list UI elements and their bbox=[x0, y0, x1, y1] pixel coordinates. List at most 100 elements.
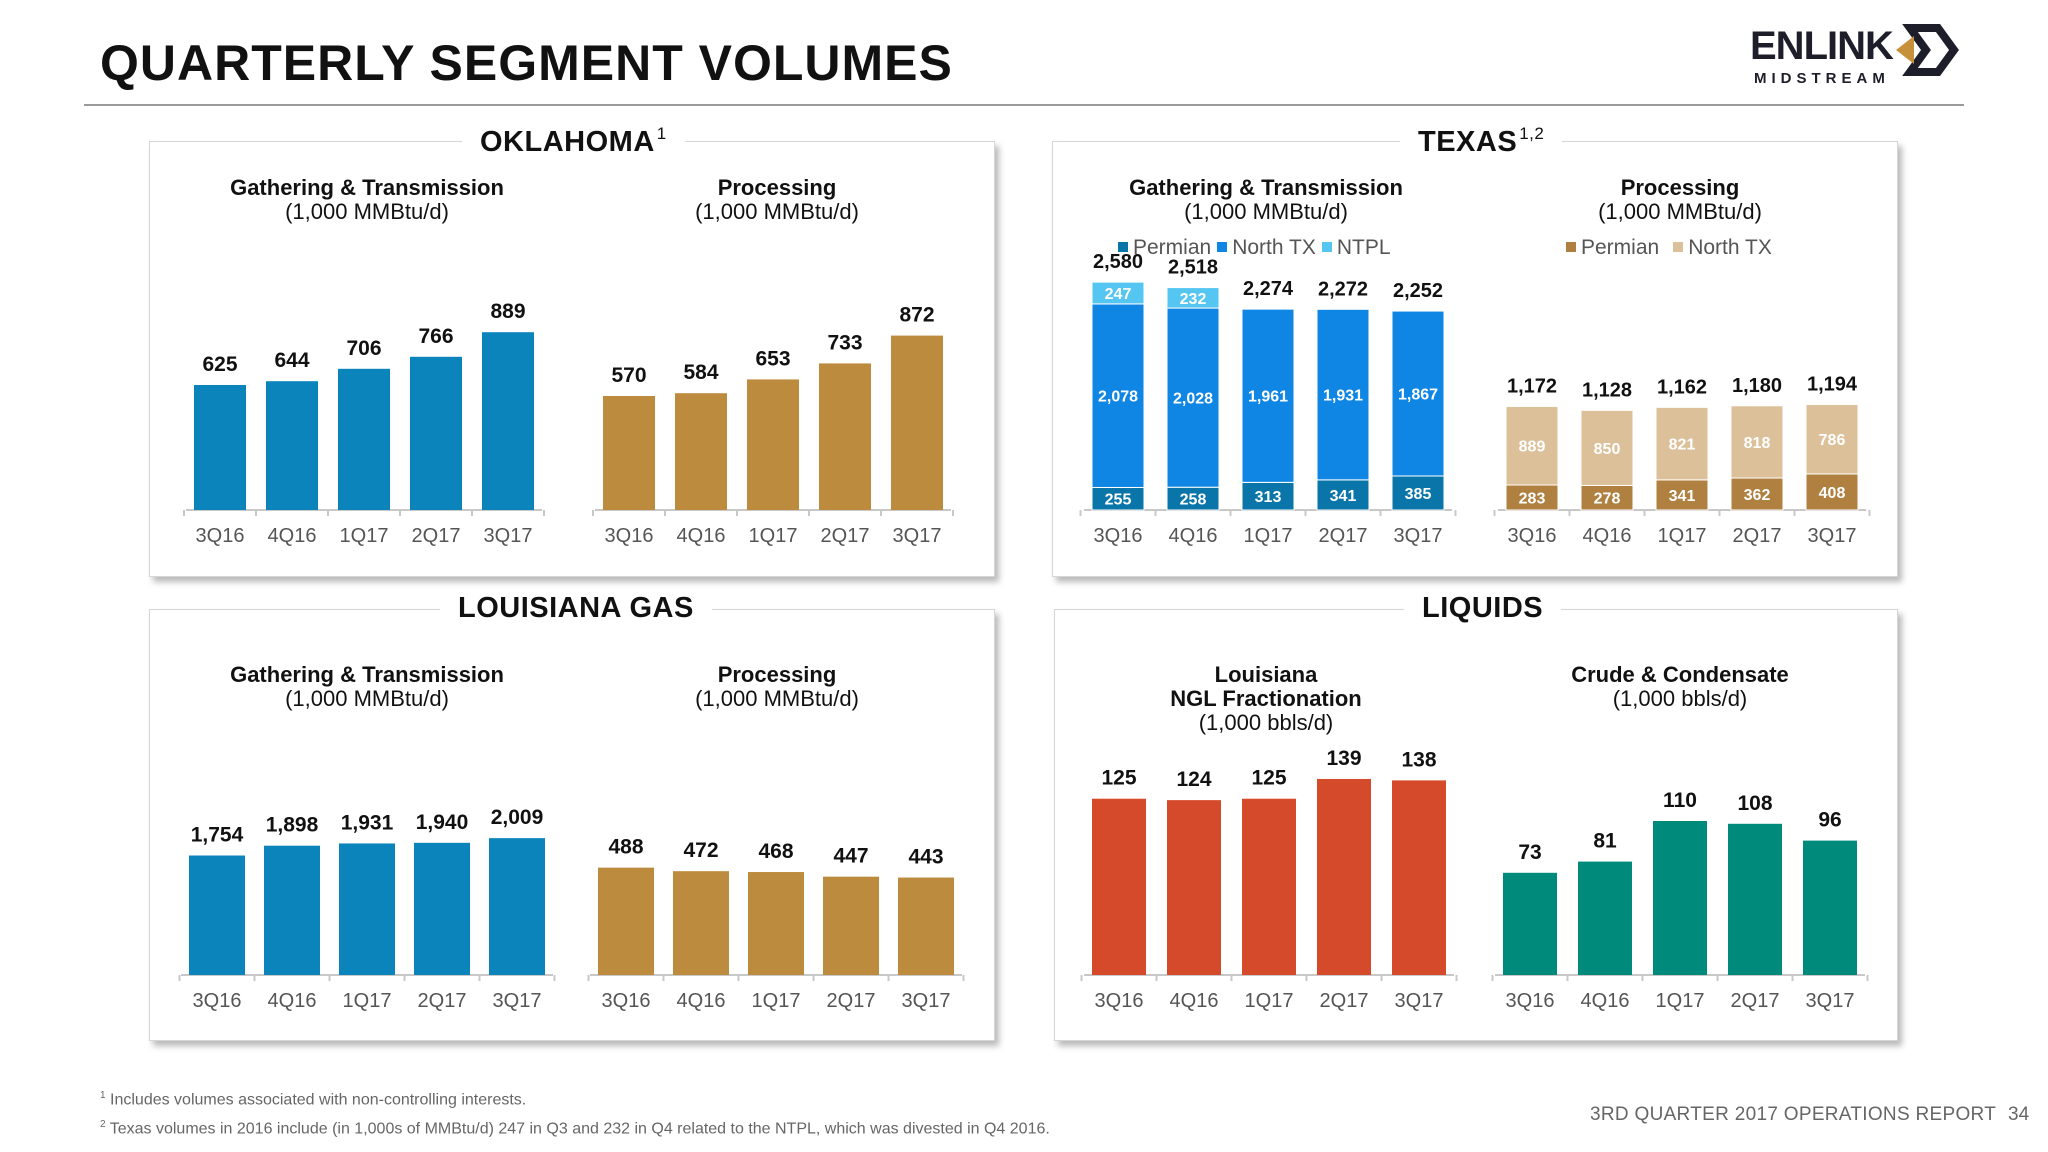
bar-data-label: 570 bbox=[611, 364, 646, 387]
bar bbox=[673, 871, 729, 975]
x-tick-label: 1Q17 bbox=[749, 525, 798, 547]
tx-gt-heading-unit: (1,000 MMBtu/d) bbox=[1184, 199, 1348, 224]
bar-data-label: 138 bbox=[1401, 748, 1436, 771]
legend-item-proc-permian: Permian bbox=[1566, 236, 1659, 260]
x-tick-label: 2Q17 bbox=[412, 525, 461, 547]
tx-proc-heading: Processing (1,000 MMBtu/d) bbox=[1530, 176, 1830, 224]
texas-title: TEXAS 1,2 bbox=[1400, 124, 1563, 159]
title-divider bbox=[84, 104, 1964, 106]
x-tick-label: 3Q17 bbox=[1806, 990, 1855, 1012]
tx-gt-heading-title: Gathering & Transmission bbox=[1129, 175, 1403, 200]
tx-gt-legend: Permian North TX NTPL bbox=[1118, 236, 1397, 260]
total-data-label: 1,162 bbox=[1657, 376, 1707, 398]
legend-item-north-tx: North TX bbox=[1217, 236, 1316, 260]
bar-segment-permian bbox=[1655, 479, 1709, 511]
bar-segment-north-tx bbox=[1505, 405, 1559, 486]
oklahoma-footnote-mark: 1 bbox=[656, 124, 667, 143]
bar-segment-north-tx bbox=[1091, 303, 1145, 488]
tx-gt-heading: Gathering & Transmission (1,000 MMBtu/d) bbox=[1116, 176, 1416, 224]
bar bbox=[414, 842, 470, 975]
bar-segment-permian bbox=[1316, 479, 1370, 511]
x-tick-label: 4Q16 bbox=[268, 525, 317, 547]
x-tick-label: 3Q17 bbox=[902, 990, 951, 1012]
x-tick-label: 2Q17 bbox=[418, 990, 467, 1012]
legend-swatch-north-tx bbox=[1217, 242, 1228, 252]
segment-data-label: 341 bbox=[1669, 488, 1696, 505]
segment-data-label: 232 bbox=[1180, 291, 1207, 308]
x-tick-label: 3Q16 bbox=[1095, 990, 1144, 1012]
liq-crude-heading-unit: (1,000 bbls/d) bbox=[1612, 686, 1748, 711]
x-tick-label: 3Q16 bbox=[602, 990, 651, 1012]
la-proc-chart: 3Q16 488 4Q16 472 1Q17 468 2Q17 447 3Q17 443 bbox=[587, 836, 965, 1012]
x-tick-label: 1Q17 bbox=[752, 990, 801, 1012]
x-tick-label: 4Q16 bbox=[268, 990, 317, 1012]
x-tick-label: 3Q17 bbox=[484, 525, 533, 547]
bar bbox=[748, 872, 804, 975]
total-data-label: 2,252 bbox=[1393, 280, 1443, 302]
legend-label-proc-north-tx: North TX bbox=[1688, 236, 1772, 259]
liq-ngl-heading-unit: (1,000 bbls/d) bbox=[1198, 710, 1334, 735]
segment-data-label: 247 bbox=[1105, 286, 1132, 303]
segment-data-label: 889 bbox=[1519, 439, 1546, 456]
footnote-2-mark: 2 bbox=[100, 1119, 106, 1131]
x-tick-label: 2Q17 bbox=[1733, 525, 1782, 547]
x-tick-label: 3Q16 bbox=[196, 525, 245, 547]
bar-data-label: 733 bbox=[827, 331, 862, 354]
bar-data-label: 488 bbox=[608, 836, 643, 859]
bar-data-label: 125 bbox=[1101, 767, 1136, 790]
bar bbox=[898, 877, 954, 975]
segment-data-label: 1,867 bbox=[1398, 387, 1438, 404]
bar-data-label: 653 bbox=[755, 347, 790, 370]
bar-data-label: 110 bbox=[1663, 789, 1697, 812]
footnote-2: 2 Texas volumes in 2016 include (in 1,00… bbox=[100, 1112, 1050, 1141]
total-data-label: 2,580 bbox=[1093, 251, 1143, 273]
bar bbox=[1167, 800, 1221, 975]
bar bbox=[819, 363, 871, 510]
x-tick-label: 4Q16 bbox=[677, 990, 726, 1012]
bar bbox=[823, 876, 879, 975]
footnote-1-mark: 1 bbox=[100, 1090, 106, 1101]
footnotes: 1 Includes volumes associated with non-c… bbox=[100, 1083, 1050, 1142]
bar bbox=[266, 381, 318, 510]
total-data-label: 1,128 bbox=[1582, 379, 1632, 401]
total-data-label: 1,172 bbox=[1507, 375, 1557, 397]
segment-data-label: 786 bbox=[1819, 432, 1846, 449]
segment-data-label: 283 bbox=[1519, 491, 1546, 508]
x-tick-label: 3Q17 bbox=[893, 525, 942, 547]
bar-segment-north-tx bbox=[1241, 308, 1295, 483]
legend-swatch-ntpl bbox=[1321, 242, 1332, 252]
ok-proc-heading-unit: (1,000 MMBtu/d) bbox=[695, 199, 859, 224]
liquids-title: LIQUIDS bbox=[1404, 592, 1562, 625]
liq-ngl-heading-title-1: Louisiana bbox=[1214, 662, 1318, 687]
bar-data-label: 108 bbox=[1737, 792, 1772, 815]
segment-data-label: 313 bbox=[1255, 489, 1282, 506]
total-data-label: 2,518 bbox=[1168, 257, 1218, 279]
x-tick-label: 4Q16 bbox=[1169, 525, 1218, 547]
segment-data-label: 821 bbox=[1669, 437, 1696, 454]
la-proc-heading-title: Processing bbox=[717, 662, 837, 687]
liq-crude-heading-title: Crude & Condensate bbox=[1571, 662, 1789, 687]
bar-data-label: 644 bbox=[274, 349, 309, 372]
bar-data-label: 124 bbox=[1176, 768, 1211, 791]
tx-proc-chart: 3Q16 283 889 1,172 4Q16 278 850 1,128 1Q17 341 821… bbox=[1493, 374, 1871, 547]
segment-data-label: 278 bbox=[1594, 491, 1621, 508]
bar bbox=[189, 855, 245, 975]
report-name: 3RD QUARTER 2017 OPERATIONS REPORT bbox=[1590, 1104, 1997, 1125]
bar-segment-north-tx bbox=[1166, 307, 1220, 488]
bar-segment-permian bbox=[1391, 475, 1445, 511]
x-tick-label: 2Q17 bbox=[1731, 990, 1780, 1012]
x-tick-label: 3Q16 bbox=[1094, 525, 1143, 547]
ok-proc-heading-title: Processing bbox=[717, 175, 837, 200]
bar-data-label: 2,009 bbox=[491, 806, 544, 829]
total-data-label: 2,274 bbox=[1243, 278, 1294, 300]
x-tick-label: 1Q17 bbox=[1245, 990, 1294, 1012]
liq-ngl-heading-title-2: NGL Fractionation bbox=[1170, 686, 1362, 711]
bar-data-label: 81 bbox=[1593, 830, 1617, 853]
x-tick-label: 3Q16 bbox=[605, 525, 654, 547]
x-tick-label: 4Q16 bbox=[677, 525, 726, 547]
bar bbox=[1317, 778, 1371, 975]
bar bbox=[1803, 840, 1857, 975]
bar-segment-north-tx bbox=[1316, 308, 1370, 481]
logo-subtitle: MIDSTREAM bbox=[1754, 70, 1890, 87]
bar bbox=[747, 379, 799, 510]
